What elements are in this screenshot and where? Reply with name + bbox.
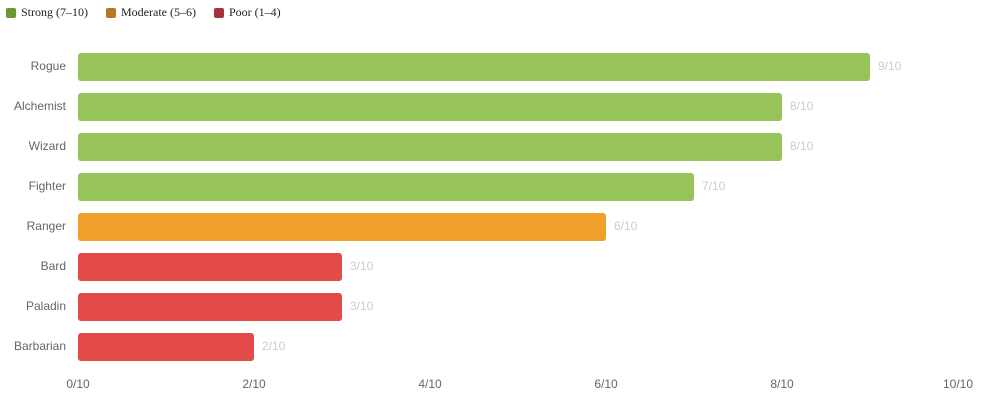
- legend-label: Strong (7–10): [21, 5, 88, 19]
- bar: [78, 293, 342, 321]
- x-tick-label: 2/10: [242, 377, 266, 391]
- value-label: 6/10: [614, 219, 638, 233]
- value-label: 8/10: [790, 139, 814, 153]
- legend-swatch: [6, 8, 16, 18]
- value-label: 9/10: [878, 59, 902, 73]
- y-tick-label: Barbarian: [14, 339, 66, 353]
- bar: [78, 53, 870, 81]
- y-tick-label: Ranger: [27, 219, 66, 233]
- bar: [78, 253, 342, 281]
- bar: [78, 133, 782, 161]
- value-label: 7/10: [702, 179, 726, 193]
- bar: [78, 93, 782, 121]
- legend-label: Poor (1–4): [229, 5, 281, 19]
- bar: [78, 173, 694, 201]
- y-tick-label: Paladin: [26, 299, 66, 313]
- y-tick-label: Fighter: [29, 179, 66, 193]
- x-tick-label: 0/10: [66, 377, 90, 391]
- legend-swatch: [213, 8, 224, 18]
- legend-label: Moderate (5–6): [121, 5, 196, 19]
- y-tick-label: Alchemist: [14, 99, 67, 113]
- x-tick-label: 8/10: [770, 377, 794, 391]
- legend-swatch: [106, 8, 116, 18]
- x-tick-label: 6/10: [594, 377, 618, 391]
- value-label: 2/10: [262, 339, 286, 353]
- bar: [78, 333, 254, 361]
- value-label: 3/10: [350, 299, 374, 313]
- bar: [78, 213, 606, 241]
- value-label: 3/10: [350, 259, 374, 273]
- y-tick-label: Bard: [41, 259, 66, 273]
- x-tick-label: 10/10: [943, 377, 973, 391]
- x-tick-label: 4/10: [418, 377, 442, 391]
- y-tick-label: Rogue: [31, 59, 67, 73]
- y-tick-label: Wizard: [29, 139, 66, 153]
- value-label: 8/10: [790, 99, 814, 113]
